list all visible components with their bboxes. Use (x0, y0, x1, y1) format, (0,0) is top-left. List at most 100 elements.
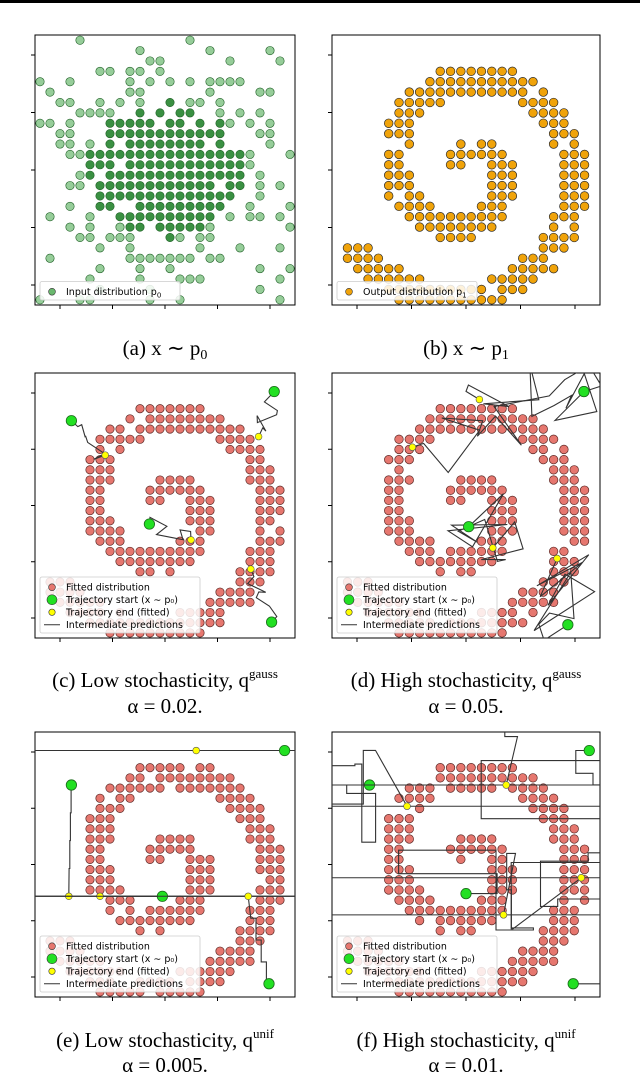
input-point (205, 170, 215, 180)
fitted-point (195, 546, 205, 556)
output-point (353, 263, 363, 274)
legend-marker-output (345, 288, 353, 296)
fitted-point (497, 516, 507, 526)
input-point (185, 181, 195, 191)
input-point (155, 201, 165, 211)
output-point (518, 87, 528, 97)
output-point (394, 128, 404, 139)
fitted-point (105, 516, 115, 526)
fitted-point (125, 557, 135, 567)
output-point (559, 201, 569, 212)
fitted-point (497, 485, 507, 495)
fitted-point (255, 865, 265, 875)
fitted-point (414, 444, 425, 455)
output-point (476, 284, 487, 295)
input-point (245, 201, 255, 211)
fitted-point (255, 536, 265, 546)
fitted-point (538, 783, 548, 793)
fitted-point (215, 618, 225, 628)
fitted-point (394, 824, 404, 834)
output-point (476, 77, 487, 87)
fitted-point (476, 404, 487, 414)
fitted-point (125, 916, 135, 926)
output-point (487, 87, 497, 97)
input-point (285, 264, 295, 274)
fitted-point (165, 414, 175, 424)
output-point (404, 201, 414, 212)
fitted-point (579, 505, 590, 516)
fitted-point (235, 587, 245, 597)
output-point (507, 160, 518, 170)
legend-label: Trajectory start (x ∼ p₀) (65, 954, 178, 965)
output-point (363, 263, 373, 274)
output-point (559, 243, 569, 253)
fitted-point (155, 834, 165, 844)
fitted-point (394, 516, 404, 526)
output-point (548, 108, 559, 118)
input-point (135, 160, 145, 170)
fitted-point (205, 966, 215, 977)
trajectory-end-point (408, 443, 417, 451)
fitted-point (265, 854, 275, 864)
plot-area (342, 66, 590, 305)
fitted-point (497, 773, 507, 783)
output-point (435, 97, 445, 108)
fitted-point (569, 475, 579, 485)
fitted-point (135, 424, 145, 434)
fitted-point (275, 875, 285, 885)
fitted-point (195, 424, 205, 434)
input-point (125, 233, 135, 243)
fitted-point (165, 773, 175, 783)
output-point (559, 108, 569, 118)
fitted-point (404, 864, 414, 875)
fitted-point (579, 864, 590, 875)
output-point (548, 139, 559, 149)
input-point (115, 181, 125, 191)
fitted-point (265, 546, 275, 556)
fitted-point (195, 414, 205, 424)
fitted-point (105, 865, 115, 875)
fitted-point (518, 793, 528, 803)
fitted-point (105, 814, 115, 824)
input-point (175, 253, 185, 263)
output-point (538, 243, 548, 253)
output-point (342, 253, 353, 263)
fitted-point (404, 475, 414, 485)
input-point (265, 129, 275, 139)
fitted-point (185, 475, 195, 485)
input-point (85, 108, 95, 118)
fitted-point (476, 844, 487, 854)
fitted-point (165, 546, 175, 556)
legend-marker-fitted (345, 942, 353, 950)
output-point (435, 87, 445, 97)
fitted-point (528, 793, 538, 803)
output-point (384, 263, 394, 274)
fitted-point (456, 854, 466, 865)
fitted-point (215, 956, 225, 966)
input-point (125, 77, 135, 87)
fitted-point (384, 864, 394, 875)
input-point (155, 66, 165, 76)
fitted-point (125, 793, 135, 803)
fitted-point (235, 956, 245, 966)
fitted-point (538, 936, 548, 946)
fitted-point (165, 844, 175, 854)
fitted-point (507, 773, 518, 783)
fitted-point (95, 434, 105, 444)
fitted-point (245, 956, 255, 966)
input-point (105, 108, 115, 118)
fitted-point (394, 885, 404, 895)
fitted-point (466, 475, 476, 485)
fitted-point (466, 783, 476, 793)
fitted-point (445, 546, 456, 556)
output-point (569, 222, 579, 232)
fitted-point (275, 495, 285, 505)
fitted-point (435, 424, 445, 434)
fitted-point (487, 834, 497, 844)
fitted-point (265, 834, 275, 844)
fitted-point (456, 773, 466, 783)
fitted-point (384, 505, 394, 516)
fitted-point (425, 793, 435, 803)
fitted-point (125, 773, 135, 783)
